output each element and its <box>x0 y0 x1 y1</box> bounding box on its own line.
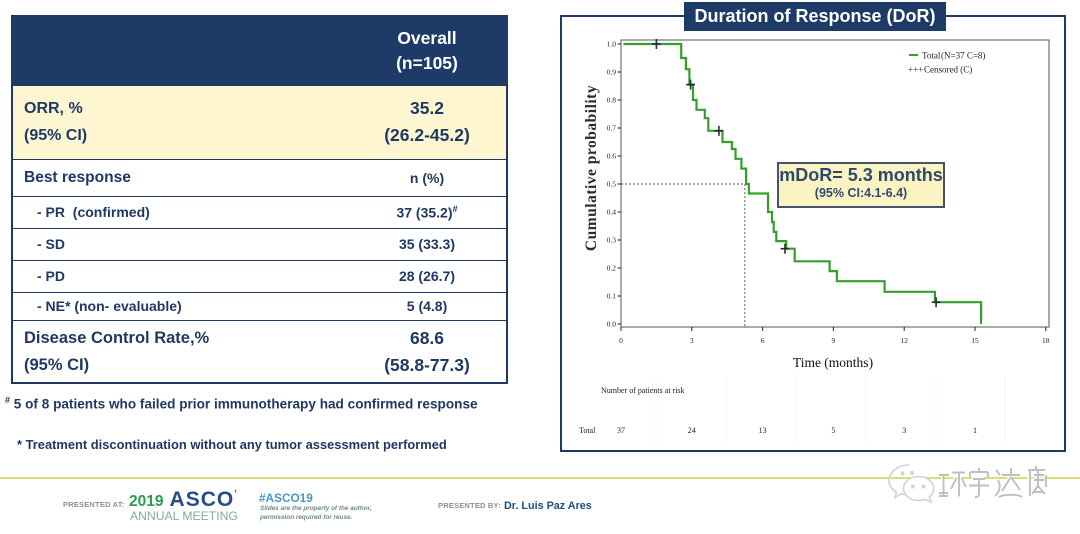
svg-text:0.8: 0.8 <box>607 96 617 105</box>
svg-text:Total: Total <box>579 426 596 435</box>
svg-text:0.9: 0.9 <box>607 68 617 77</box>
svg-text:0.7: 0.7 <box>607 124 617 133</box>
svg-text:1.0: 1.0 <box>607 40 617 49</box>
svg-text:0.1: 0.1 <box>607 292 617 301</box>
svg-text:3: 3 <box>690 336 694 345</box>
svg-text:24: 24 <box>688 426 696 435</box>
svg-text:Time (months): Time (months) <box>793 355 873 370</box>
svg-text:1: 1 <box>973 426 977 435</box>
svg-text:13: 13 <box>759 426 767 435</box>
svg-text:37: 37 <box>617 426 625 435</box>
svg-text:Number of patients at risk: Number of patients at risk <box>601 386 685 395</box>
svg-text:0.2: 0.2 <box>607 264 617 273</box>
svg-text:9: 9 <box>832 336 836 345</box>
svg-text:15: 15 <box>971 336 979 345</box>
svg-text:5: 5 <box>831 426 835 435</box>
svg-text:0.4: 0.4 <box>607 208 617 217</box>
svg-text:+++: +++ <box>908 65 923 75</box>
svg-text:Total: Total <box>922 51 941 61</box>
svg-text:0.3: 0.3 <box>607 236 617 245</box>
svg-text:Cumulative probability: Cumulative probability <box>583 85 600 251</box>
svg-text:0.6: 0.6 <box>607 152 617 161</box>
svg-text:(N=37 C=8): (N=37 C=8) <box>941 51 985 61</box>
svg-text:18: 18 <box>1042 336 1050 345</box>
svg-text:0.5: 0.5 <box>607 180 617 189</box>
svg-text:6: 6 <box>761 336 765 345</box>
svg-text:12: 12 <box>900 336 908 345</box>
svg-text:0.0: 0.0 <box>607 320 617 329</box>
svg-text:Censored (C): Censored (C) <box>924 65 972 75</box>
svg-text:3: 3 <box>902 426 906 435</box>
svg-text:0: 0 <box>619 336 623 345</box>
